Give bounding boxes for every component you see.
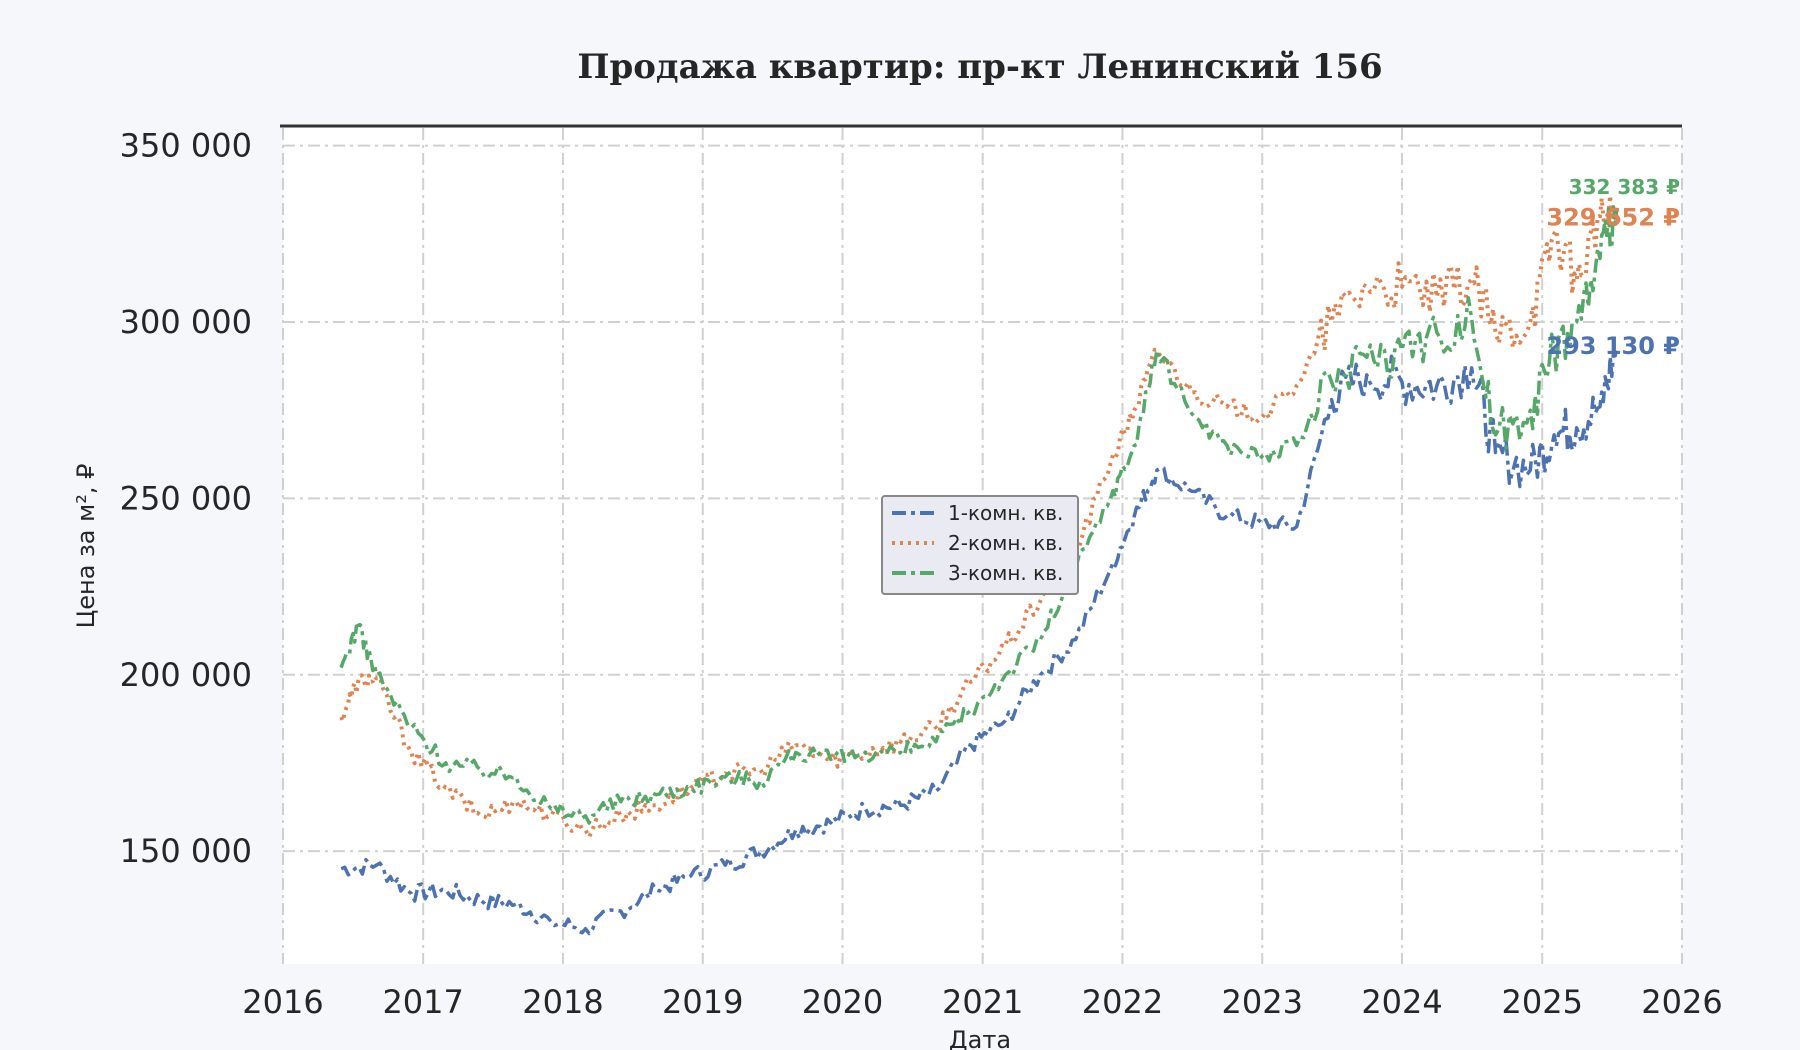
y-axis-label: Цена за м², ₽ [72, 464, 100, 629]
legend-label-3: 3-комн. кв. [948, 561, 1063, 585]
x-tick-label-9: 2025 [1501, 983, 1582, 1021]
y-tick-label-0: 150 000 [120, 832, 252, 870]
series-line-3 [339, 205, 1619, 825]
y-tick-label-4: 350 000 [120, 127, 252, 165]
x-tick-label-0: 2016 [242, 983, 323, 1021]
x-tick-label-4: 2020 [802, 983, 883, 1021]
x-tick-label-10: 2026 [1641, 983, 1722, 1021]
x-tick-label-7: 2023 [1222, 983, 1303, 1021]
x-tick-label-3: 2019 [662, 983, 743, 1021]
x-tick-labels: 2016 2017 2018 2019 2020 2021 2022 2023 2024 2025… [242, 983, 1722, 1021]
x-tick-label-8: 2024 [1361, 983, 1442, 1021]
series-line-2 [339, 193, 1618, 839]
series-line-1 [340, 345, 1619, 936]
x-tick-label-2: 2018 [522, 983, 603, 1021]
y-tick-label-2: 250 000 [120, 479, 252, 517]
y-tick-label-1: 200 000 [120, 656, 252, 694]
end-value-labels: 293 130 ₽ 329 652 ₽ 332 383 ₽ [1546, 175, 1680, 360]
y-tick-label-3: 300 000 [120, 303, 252, 341]
legend-box [881, 495, 1079, 595]
chart-title: Продажа квартир: пр-кт Ленинский 156 [577, 47, 1382, 87]
end-label-2: 329 652 ₽ [1546, 203, 1680, 231]
x-tick-label-6: 2022 [1082, 983, 1163, 1021]
legend-items: 1-комн. кв. 2-комн. кв. 3-комн. кв. [892, 501, 1063, 585]
legend-label-1: 1-комн. кв. [948, 501, 1063, 525]
legend-label-2: 2-комн. кв. [948, 531, 1063, 555]
legend: 1-комн. кв. 2-комн. кв. 3-комн. кв. [881, 495, 1079, 595]
x-tick-label-5: 2021 [942, 983, 1023, 1021]
x-axis-label: Дата [949, 1026, 1011, 1050]
series-lines [339, 193, 1619, 936]
y-tick-labels: 150 000 200 000 250 000 300 000 350 000 [120, 127, 252, 870]
end-label-1: 293 130 ₽ [1546, 332, 1680, 360]
x-tick-label-1: 2017 [382, 983, 463, 1021]
end-label-3: 332 383 ₽ [1569, 175, 1680, 199]
